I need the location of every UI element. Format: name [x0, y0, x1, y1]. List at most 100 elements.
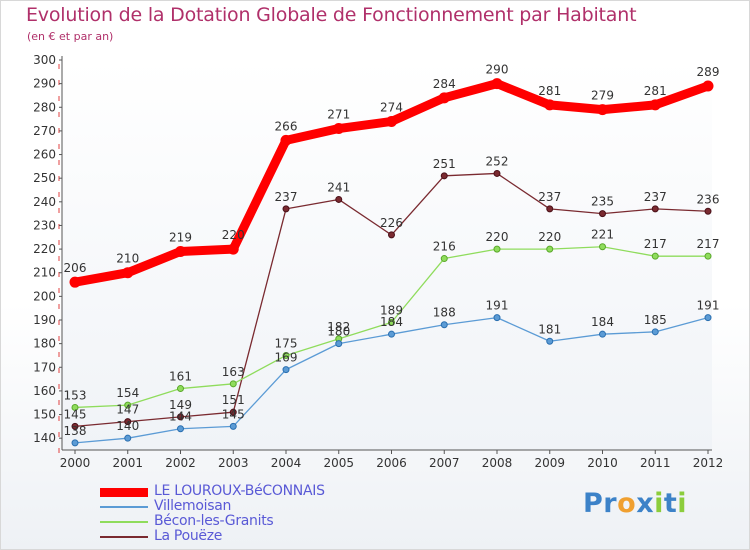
data-point — [388, 318, 395, 326]
data-point — [229, 408, 237, 416]
data-label: 237 — [275, 190, 298, 204]
data-label: 189 — [380, 303, 403, 317]
legend-label: La Pouëze — [154, 528, 223, 544]
data-point — [388, 330, 395, 338]
data-label: 217 — [644, 237, 667, 251]
x-tick-label: 2010 — [587, 456, 618, 470]
y-tick-label: 140 — [33, 431, 56, 445]
data-label: 216 — [433, 240, 456, 254]
data-label: 284 — [433, 77, 456, 91]
data-label: 219 — [169, 230, 192, 244]
data-point — [649, 99, 661, 111]
legend-label: LE LOUROUX-BéCONNAIS — [154, 483, 325, 499]
data-point — [177, 413, 184, 421]
data-point — [227, 243, 239, 255]
logo-letter: i — [654, 488, 664, 519]
data-label: 147 — [116, 403, 139, 417]
data-label: 169 — [275, 351, 298, 365]
data-label: 220 — [538, 230, 561, 244]
data-point — [124, 434, 132, 442]
legend-swatch — [100, 536, 148, 538]
data-label: 252 — [486, 154, 509, 168]
chart-subtitle: (en € et par an) — [27, 30, 114, 43]
y-tick-label: 300 — [33, 53, 56, 67]
x-tick-label: 2009 — [534, 456, 565, 470]
x-tick-label: 2002 — [165, 456, 196, 470]
x-tick-label: 2003 — [218, 456, 249, 470]
y-tick-label: 280 — [33, 100, 56, 114]
legend-swatch — [100, 521, 148, 523]
x-tick-label: 2012 — [693, 456, 724, 470]
data-label: 220 — [486, 230, 509, 244]
data-point — [122, 267, 134, 279]
data-label: 191 — [486, 299, 509, 313]
y-tick-label: 220 — [33, 242, 56, 256]
data-label: 279 — [591, 89, 614, 103]
data-point — [386, 115, 397, 127]
legend-label: Bécon-les-Granits — [154, 513, 274, 529]
data-label: 184 — [591, 315, 614, 329]
y-tick-label: 150 — [33, 408, 56, 422]
logo-letter: o — [617, 488, 637, 519]
data-point — [229, 422, 237, 430]
y-tick-label: 240 — [33, 195, 56, 209]
data-label: 241 — [327, 180, 350, 194]
data-label: 149 — [169, 398, 192, 412]
data-point — [177, 425, 184, 433]
data-label: 236 — [697, 192, 720, 206]
data-label: 163 — [222, 365, 245, 379]
x-tick-label: 2011 — [640, 456, 671, 470]
data-point — [282, 351, 290, 359]
y-tick-label: 250 — [33, 171, 56, 185]
data-label: 237 — [538, 190, 561, 204]
x-tick-label: 2001 — [112, 456, 143, 470]
data-point — [69, 276, 81, 288]
logo-letter: x — [636, 488, 655, 519]
logo-letter: P — [583, 488, 604, 519]
x-tick-label: 2004 — [271, 456, 302, 470]
legend-label: Villemoisan — [154, 498, 232, 514]
data-point — [491, 78, 503, 90]
data-label: 206 — [64, 261, 87, 275]
data-point — [282, 205, 290, 213]
data-point — [124, 418, 132, 426]
data-label: 140 — [116, 419, 139, 433]
data-label: 237 — [644, 190, 667, 204]
x-tick-label: 2007 — [429, 456, 460, 470]
data-point — [177, 385, 184, 393]
y-tick-label: 270 — [33, 124, 56, 138]
data-label: 161 — [169, 370, 192, 384]
legend-swatch — [100, 506, 148, 508]
data-point — [388, 231, 395, 239]
data-point — [71, 422, 79, 430]
data-point — [546, 205, 554, 213]
data-label: 180 — [327, 325, 350, 339]
data-label: 271 — [327, 108, 350, 122]
x-tick-label: 2008 — [482, 456, 513, 470]
data-point — [651, 205, 659, 213]
data-point — [440, 172, 448, 180]
data-point — [282, 366, 290, 374]
y-tick-label: 200 — [33, 289, 56, 303]
chart-title: Evolution de la Dotation Globale de Fonc… — [26, 4, 637, 26]
logo-letter: r — [603, 488, 618, 519]
proxiti-logo: Proxiti — [583, 488, 687, 519]
data-label: 175 — [275, 336, 298, 350]
y-tick-label: 210 — [33, 266, 56, 280]
data-label: 221 — [591, 228, 614, 242]
data-point — [71, 403, 79, 411]
data-label: 154 — [116, 386, 139, 400]
y-tick-label: 180 — [33, 337, 56, 351]
data-point — [440, 321, 448, 329]
y-tick-label: 290 — [33, 77, 56, 91]
data-label: 235 — [591, 195, 614, 209]
data-label: 138 — [64, 424, 87, 438]
data-label: 281 — [644, 84, 667, 98]
data-point — [333, 123, 345, 135]
data-label: 144 — [169, 410, 192, 424]
data-point — [599, 210, 606, 218]
data-point — [335, 195, 343, 203]
data-point — [124, 401, 132, 409]
data-point — [546, 337, 554, 345]
